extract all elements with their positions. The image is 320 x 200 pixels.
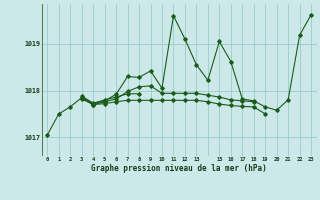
X-axis label: Graphe pression niveau de la mer (hPa): Graphe pression niveau de la mer (hPa) bbox=[91, 164, 267, 173]
